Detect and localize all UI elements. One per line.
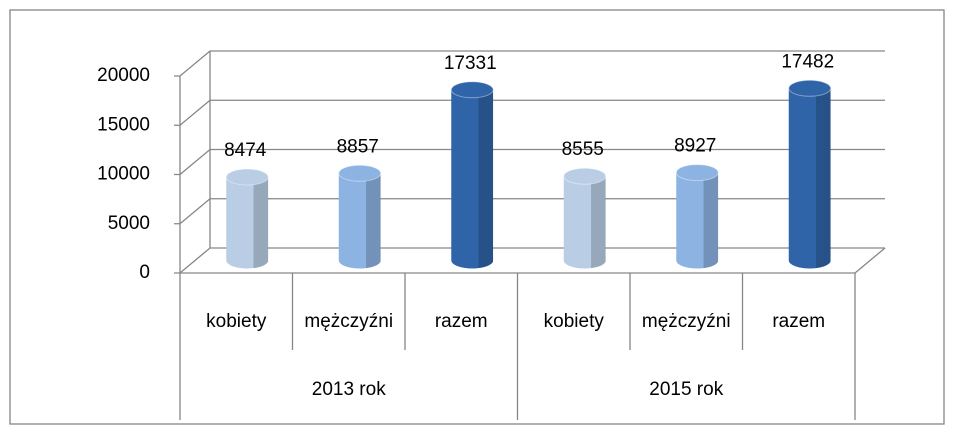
cylinder-body <box>563 176 606 269</box>
cylinder-top <box>675 164 719 182</box>
cylinder-shade <box>478 89 494 269</box>
cylinder-shade <box>703 172 719 269</box>
cylinder-body <box>338 173 381 269</box>
cylinder-body <box>226 177 269 269</box>
y-tick-label: 0 <box>139 262 150 283</box>
cylinder-top <box>450 81 494 99</box>
floor-right <box>854 247 886 274</box>
cylinder-shade <box>591 176 606 269</box>
group-label: 2013 rok <box>312 379 386 400</box>
value-label: 8474 <box>224 140 267 161</box>
y-tick-label: 5000 <box>108 213 150 234</box>
value-label: 8927 <box>674 136 716 157</box>
x-tick-label: mężczyźni <box>642 311 731 332</box>
grid-line <box>174 198 885 225</box>
cylinder-shade <box>816 88 831 269</box>
grid-line <box>174 50 885 77</box>
group-label: 2015 rok <box>649 379 723 400</box>
grid-line <box>174 148 885 176</box>
value-label: 8555 <box>562 139 604 160</box>
x-tick-label: razem <box>772 311 825 332</box>
x-tick-label: kobiety <box>544 311 605 332</box>
x-tick-label: mężczyźni <box>304 311 393 332</box>
x-tick-label: kobiety <box>206 311 267 332</box>
value-label: 8857 <box>337 136 379 157</box>
x-tick-label: razem <box>435 311 488 332</box>
grid-line <box>174 99 885 126</box>
cylinder-body <box>788 88 831 269</box>
cylinder-body <box>451 89 494 269</box>
grid-line <box>174 247 885 274</box>
cylinder-top <box>225 168 269 186</box>
cylinder-shade <box>366 173 381 269</box>
cylinder-top <box>563 167 607 185</box>
cylinder-top <box>788 79 832 97</box>
value-label: 17482 <box>781 51 834 72</box>
y-tick-label: 20000 <box>97 65 150 86</box>
value-label: 17331 <box>444 53 497 74</box>
y-tick-label: 15000 <box>97 114 150 135</box>
y-tick-label: 10000 <box>97 164 150 185</box>
cylinder-top <box>338 164 382 182</box>
cylinder-shade <box>253 177 269 269</box>
cylinder-body <box>676 172 719 269</box>
